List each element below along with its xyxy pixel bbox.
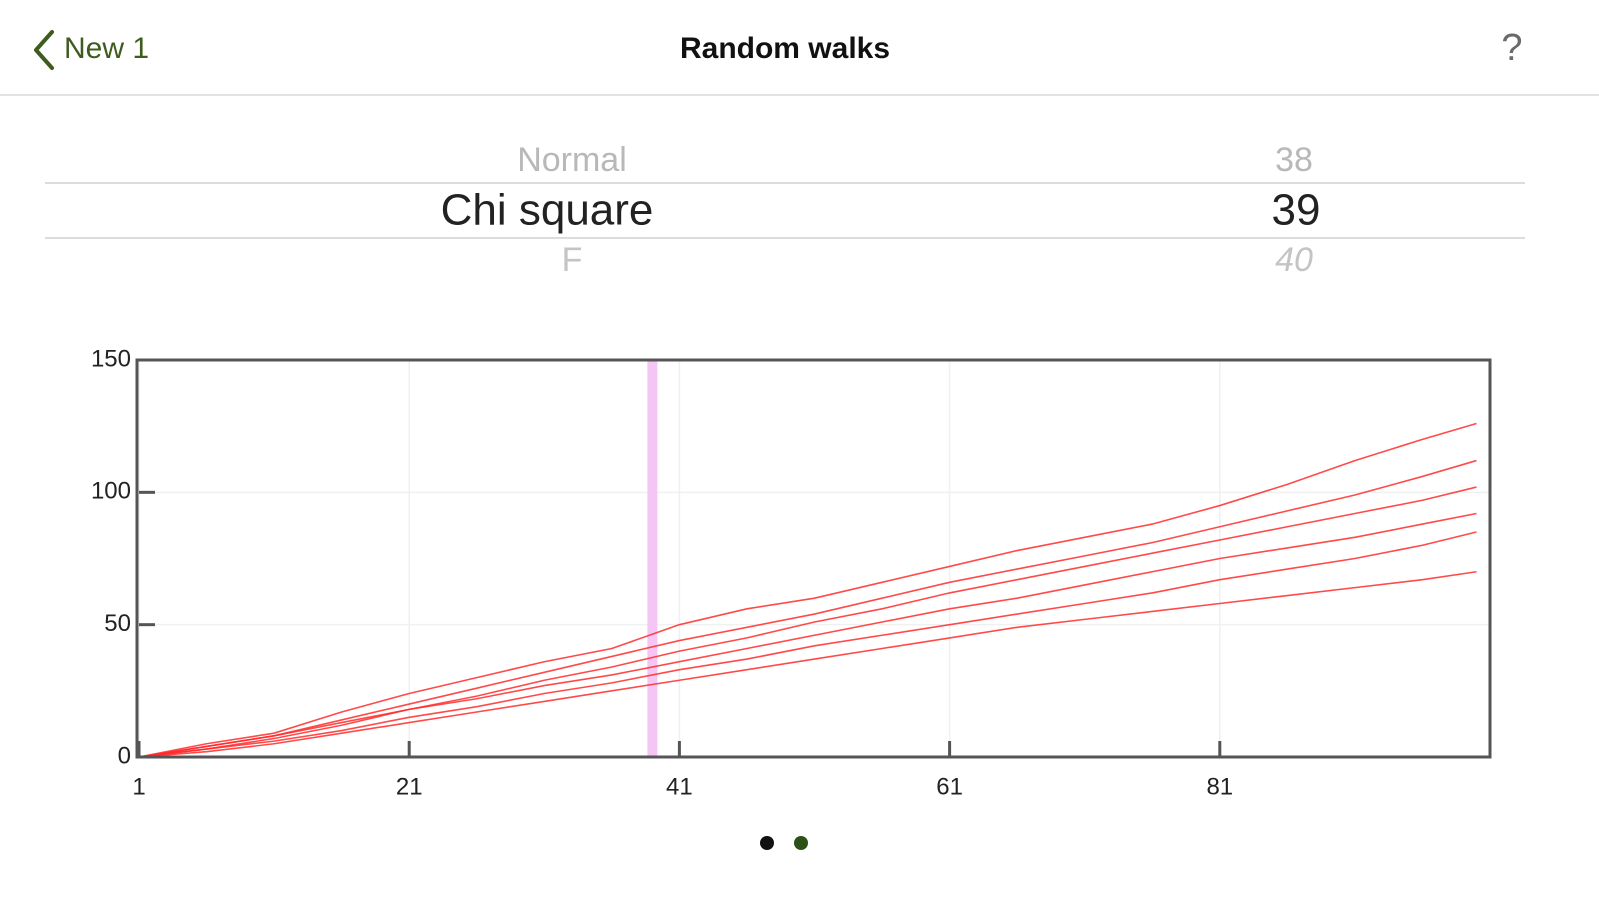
picker-item[interactable]: Normal <box>517 141 627 179</box>
help-button[interactable]: ? <box>1501 27 1522 69</box>
walk-line <box>138 459 1477 758</box>
page-dot[interactable] <box>760 836 774 850</box>
picker[interactable]: Normal 38 Chi square 39 F 40 <box>45 141 1525 279</box>
chart: 1 21 41 61 81 0 50 100 150 <box>91 345 1492 800</box>
walk-line <box>138 570 1477 758</box>
picker-item[interactable]: 40 <box>1275 241 1313 279</box>
walk-line <box>138 531 1477 758</box>
page-dot[interactable] <box>794 836 808 850</box>
x-tick-label: 21 <box>396 773 423 800</box>
back-chevron[interactable] <box>34 30 54 70</box>
x-tick-label: 81 <box>1206 773 1233 800</box>
selected-step-marker <box>647 360 658 757</box>
nav-back[interactable]: New 1 <box>34 30 149 70</box>
x-tick-label: 1 <box>132 773 145 800</box>
back-label[interactable]: New 1 <box>64 32 149 65</box>
nav-title: Random walks <box>680 32 890 65</box>
walk-line <box>138 486 1477 758</box>
picker-item[interactable]: 38 <box>1275 141 1313 179</box>
picker-item[interactable]: F <box>562 241 583 279</box>
x-tick-label: 41 <box>666 773 693 800</box>
y-tick-label: 0 <box>118 742 131 769</box>
y-tick-label: 150 <box>91 345 131 372</box>
y-tick-label: 50 <box>104 610 131 637</box>
walk-line <box>138 422 1477 758</box>
picker-selected[interactable]: 39 <box>1272 186 1321 235</box>
picker-selected[interactable]: Chi square <box>441 186 654 235</box>
x-tick-label: 61 <box>936 773 963 800</box>
plot-frame <box>135 358 1492 759</box>
y-tick-label: 100 <box>91 478 131 505</box>
walk-line <box>138 512 1477 758</box>
